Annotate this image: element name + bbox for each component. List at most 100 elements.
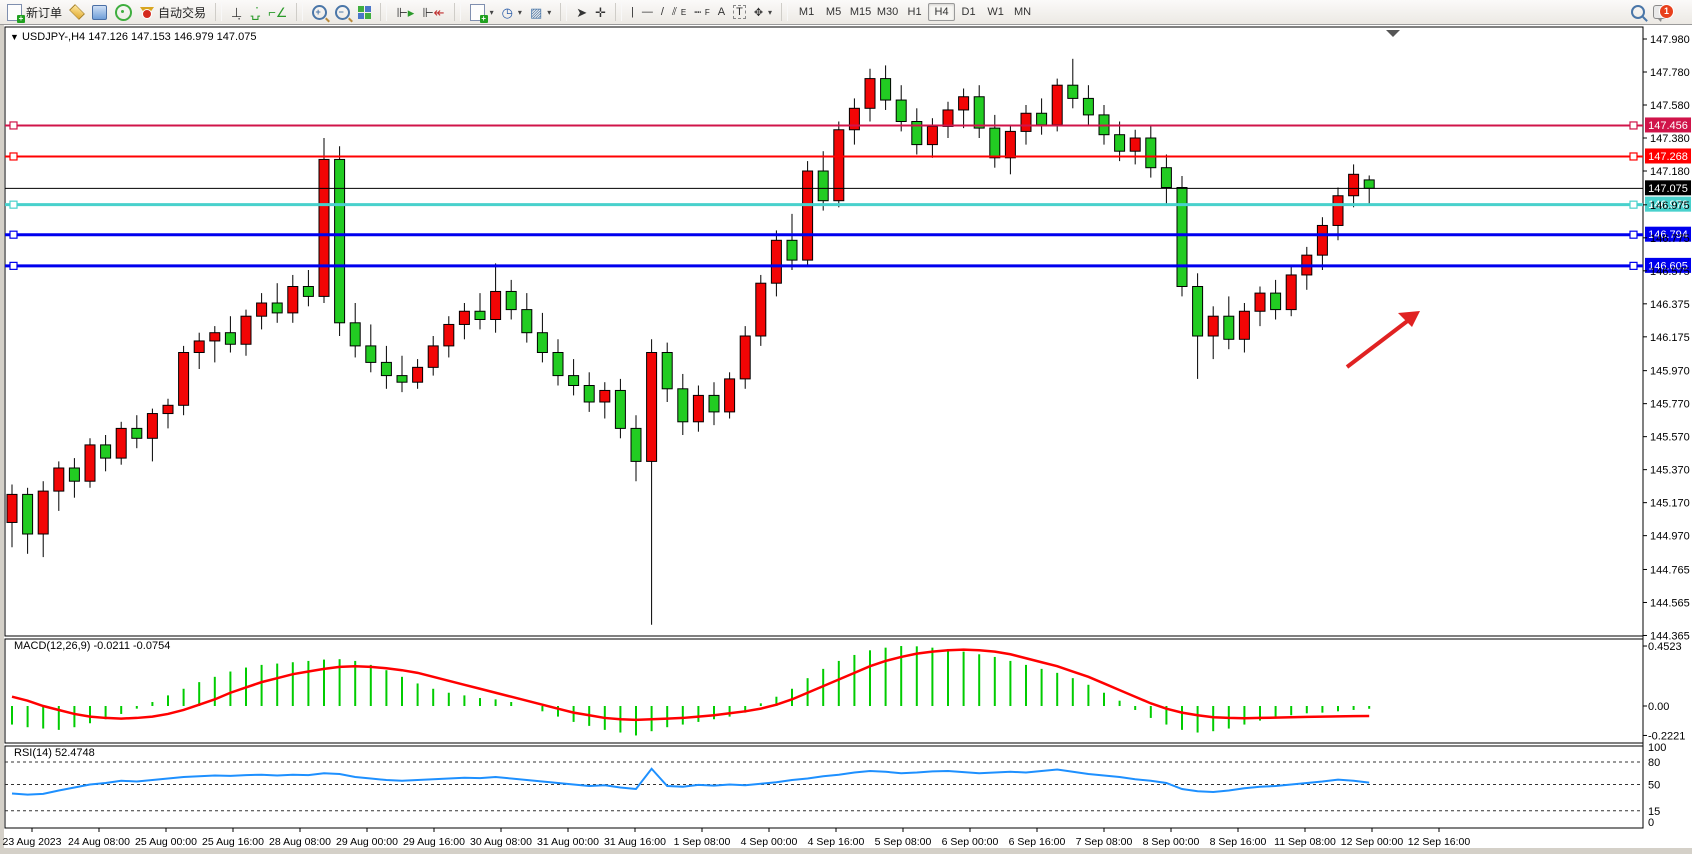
bull-candle [1332, 195, 1344, 226]
fibonacci-tool[interactable]: ┉ F [694, 6, 710, 19]
hline-price-label [1645, 117, 1691, 133]
market-watch-button[interactable] [66, 3, 88, 21]
new-chart-icon: + [469, 3, 488, 23]
timeframe-button-D1[interactable]: D1 [961, 6, 976, 18]
period-dropdown[interactable]: ◷ ▾ [501, 4, 522, 20]
navigator-button[interactable] [88, 3, 111, 22]
rsi-scale-label: 15 [1648, 806, 1660, 818]
hline-handle[interactable] [1629, 152, 1638, 161]
time-axis-label: 29 Aug 00:00 [336, 836, 398, 848]
candlestick-icon: ⍽̇ [250, 4, 261, 20]
toolbar-separator [296, 3, 304, 21]
red-arrow-line[interactable] [1345, 314, 1416, 369]
macd-scale-label: -0.2221 [1648, 730, 1685, 742]
time-axis-label: 25 Aug 16:00 [202, 836, 264, 848]
search-button[interactable] [1627, 3, 1649, 21]
timeframe-button-MN[interactable]: MN [1014, 6, 1032, 18]
bear-candle [396, 375, 408, 383]
zoom-out-button[interactable]: − [331, 3, 354, 22]
candlestick-chart-button[interactable]: ⍽̇ [246, 4, 264, 21]
price-tick-label: 144.765 [1650, 564, 1690, 576]
chart-shift-marker[interactable] [1386, 30, 1400, 37]
hline-handle[interactable] [1629, 261, 1638, 270]
horizontal-line-tool[interactable]: — [638, 4, 657, 20]
bear-candle [1082, 97, 1094, 116]
bear-candle [895, 99, 907, 123]
label-tool[interactable]: T [729, 3, 750, 21]
timeframe-button-W1[interactable]: W1 [987, 6, 1004, 18]
channel-tool[interactable]: ⫽ E [671, 5, 687, 18]
line-chart-button[interactable]: ⌐∠ [264, 4, 291, 21]
terminal-button[interactable] [111, 2, 136, 23]
channel-icon: ⫽ [671, 5, 677, 18]
bull-candle [802, 170, 814, 261]
timeframe-button-H1[interactable]: H1 [907, 6, 922, 18]
notifications-button[interactable]: 1 [1649, 3, 1683, 22]
time-axis-label: 12 Sep 16:00 [1408, 836, 1471, 848]
bull-candle [1348, 173, 1360, 197]
price-tick-label: 147.780 [1650, 67, 1690, 79]
bar-chart-button[interactable]: ⊥̣ [227, 4, 246, 21]
timeframe-button-M5[interactable]: M5 [825, 6, 842, 18]
hline-handle[interactable] [9, 261, 18, 270]
price-tick-label: 145.570 [1650, 432, 1690, 444]
label-icon: T [733, 5, 746, 19]
bear-candle [708, 394, 720, 413]
macd-signal-line [11, 648, 1370, 722]
bull-candle [6, 493, 18, 523]
rsi-scale-label: 100 [1648, 742, 1666, 754]
hline-handle[interactable] [9, 152, 18, 161]
bull-candle [942, 109, 954, 127]
crosshair-tool-button[interactable]: ✛ [591, 4, 610, 21]
trendline-tool[interactable]: / [657, 4, 668, 20]
chart-header-collapse-icon[interactable]: ▼ [10, 32, 19, 42]
hline-handle[interactable] [9, 230, 18, 239]
chart-shift-button[interactable]: ⊩↞ [418, 4, 448, 21]
price-tick-label: 144.970 [1650, 531, 1690, 543]
timeframe-button-M15[interactable]: M15 [849, 6, 872, 18]
timeframe-button-M1[interactable]: M1 [798, 6, 815, 18]
bull-candle [599, 389, 611, 403]
bear-candle [1192, 286, 1204, 337]
template-chart-icon: ▨ [529, 4, 543, 20]
bull-candle [146, 413, 158, 439]
timeframe-button-H4[interactable]: H4 [928, 3, 956, 21]
hline-handle[interactable] [9, 200, 18, 209]
timeframe-toolbar: M1 M5 M15 M30 H1 H4 D1 W1 MN [790, 0, 1039, 24]
new-chart-dropdown[interactable]: + ▾ [466, 2, 498, 23]
bull-candle [84, 444, 96, 482]
bear-candle [1176, 187, 1188, 287]
price-tick-label: 144.565 [1650, 597, 1690, 609]
hline-handle[interactable] [9, 121, 18, 130]
bear-candle [989, 127, 1001, 159]
bear-candle [568, 375, 580, 387]
bear-candle [1223, 315, 1235, 340]
hline-handle[interactable] [1629, 200, 1638, 209]
tile-windows-button[interactable] [354, 4, 375, 21]
auto-scroll-button[interactable]: ⊩▸ [392, 4, 418, 21]
zoom-in-button[interactable]: + [308, 3, 331, 22]
toolbar-separator [615, 3, 623, 21]
hline-handle[interactable] [1629, 121, 1638, 130]
cursor-tool-button[interactable]: ➤ [572, 4, 591, 21]
bear-candle [224, 332, 236, 345]
red-arrow-head[interactable] [1398, 311, 1420, 327]
text-tool[interactable]: A [714, 4, 729, 20]
hline-price-label [1645, 226, 1691, 242]
arrows-icon: ✥ [753, 6, 764, 19]
search-icon [1631, 5, 1645, 19]
bear-candle [552, 352, 564, 377]
new-order-button[interactable]: + 新订单 [3, 2, 66, 23]
template-dropdown[interactable]: ▨ ▾ [529, 4, 552, 20]
auto-trading-button[interactable]: 自动交易 [136, 2, 210, 23]
timeframe-button-M30[interactable]: M30 [876, 6, 899, 18]
arrows-tool-dropdown[interactable]: ✥ ▾ [753, 6, 773, 19]
time-axis-label: 6 Sep 16:00 [1009, 836, 1066, 848]
bull-candle [755, 282, 767, 337]
bear-candle [505, 290, 517, 311]
vertical-line-tool[interactable]: | [627, 4, 638, 20]
bull-candle [1316, 224, 1328, 256]
hline-handle[interactable] [1629, 230, 1638, 239]
bear-candle [911, 121, 923, 146]
